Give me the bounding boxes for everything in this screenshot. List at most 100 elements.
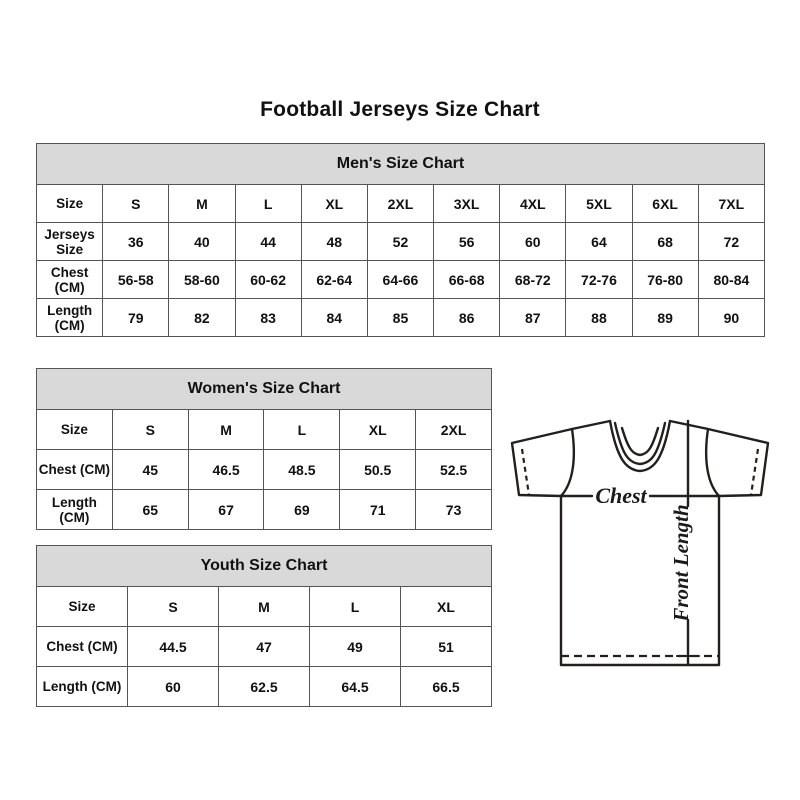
table-row: Chest (CM) 44.5 47 49 51 (36, 626, 492, 667)
womens-size-table: Women's Size Chart Size S M L XL 2XL Che… (36, 368, 492, 530)
table-row: Size S M L XL 2XL 3XL 4XL 5XL 6XL 7XL (35, 184, 766, 223)
table-cell: S (111, 409, 189, 450)
table-cell: 40 (168, 222, 236, 261)
table-cell: 72 (697, 222, 766, 261)
table-cell: 47 (218, 626, 310, 667)
table-cell: 44 (234, 222, 302, 261)
table-cell: 68 (631, 222, 699, 261)
table-cell: 62.5 (218, 666, 310, 707)
table-cell: 73 (415, 489, 492, 530)
table-cell: M (168, 184, 236, 223)
jersey-measurement-diagram: Chest Front Length (500, 390, 780, 680)
table-cell: 7XL (697, 184, 766, 223)
table-cell: 79 (102, 298, 170, 337)
table-cell: 86 (433, 298, 501, 337)
table-caption-row: Youth Size Chart (36, 545, 492, 587)
table-cell: L (309, 586, 401, 627)
table-cell: 49 (309, 626, 401, 667)
womens-table-caption: Women's Size Chart (36, 368, 492, 410)
row-label: Chest (CM) (35, 260, 104, 299)
table-cell: 64-66 (366, 260, 435, 299)
table-cell: 4XL (499, 184, 567, 223)
table-cell: L (263, 409, 341, 450)
table-cell: S (102, 184, 170, 223)
table-cell: 68-72 (499, 260, 567, 299)
table-cell: 3XL (433, 184, 501, 223)
table-cell: 2XL (366, 184, 435, 223)
table-caption-row: Women's Size Chart (36, 368, 492, 410)
table-cell: 46.5 (187, 449, 265, 490)
row-label: Size (36, 586, 128, 627)
table-cell: 82 (168, 298, 236, 337)
table-cell: 58-60 (168, 260, 236, 299)
table-row: Length (CM) 65 67 69 71 73 (36, 489, 492, 530)
table-cell: 56-58 (102, 260, 170, 299)
table-cell: 50.5 (339, 449, 417, 490)
table-row: Length (CM) 79 82 83 84 85 86 87 88 89 9… (35, 298, 766, 337)
table-cell: 72-76 (565, 260, 633, 299)
table-cell: 5XL (565, 184, 633, 223)
table-cell: S (127, 586, 219, 627)
table-cell: XL (300, 184, 368, 223)
mens-size-table: Men's Size Chart Size S M L XL 2XL 3XL 4… (35, 143, 766, 337)
table-row: Size S M L XL (36, 586, 492, 627)
table-cell: 80-84 (697, 260, 766, 299)
table-cell: 66.5 (400, 666, 492, 707)
row-label: Size (36, 409, 113, 450)
row-label: Length (CM) (36, 489, 113, 530)
table-caption-row: Men's Size Chart (36, 143, 765, 185)
row-label: Length (CM) (35, 298, 104, 337)
table-cell: 89 (631, 298, 699, 337)
table-cell: 85 (366, 298, 435, 337)
table-cell: 52.5 (415, 449, 492, 490)
table-cell: 64.5 (309, 666, 401, 707)
page-title: Football Jerseys Size Chart (260, 98, 540, 121)
table-cell: 51 (400, 626, 492, 667)
table-cell: 71 (339, 489, 417, 530)
table-cell: 44.5 (127, 626, 219, 667)
front-length-label: Front Length (669, 504, 693, 622)
left-cuff-dashed-line (520, 448, 531, 496)
table-cell: 84 (300, 298, 368, 337)
table-row: Jerseys Size 36 40 44 48 52 56 60 64 68 … (35, 222, 766, 261)
table-cell: M (218, 586, 310, 627)
mens-table-caption: Men's Size Chart (36, 143, 765, 185)
row-label: Chest (CM) (36, 626, 128, 667)
table-cell: 48.5 (263, 449, 341, 490)
table-cell: 2XL (415, 409, 492, 450)
table-cell: L (234, 184, 302, 223)
table-cell: XL (339, 409, 417, 450)
table-cell: 64 (565, 222, 633, 261)
table-cell: 76-80 (631, 260, 699, 299)
table-cell: M (187, 409, 265, 450)
table-cell: 83 (234, 298, 302, 337)
table-cell: 60 (127, 666, 219, 707)
youth-table-caption: Youth Size Chart (36, 545, 492, 587)
table-cell: 87 (499, 298, 567, 337)
table-row: Chest (CM) 56-58 58-60 60-62 62-64 64-66… (35, 260, 766, 299)
table-row: Length (CM) 60 62.5 64.5 66.5 (36, 666, 492, 707)
table-row: Size S M L XL 2XL (36, 409, 492, 450)
row-label: Jerseys Size (35, 222, 104, 261)
table-cell: 90 (697, 298, 766, 337)
right-cuff-dashed-line (749, 448, 760, 496)
table-cell: 88 (565, 298, 633, 337)
table-cell: 56 (433, 222, 501, 261)
table-cell: 6XL (631, 184, 699, 223)
table-cell: 66-68 (433, 260, 501, 299)
table-cell: 67 (187, 489, 265, 530)
youth-size-table: Youth Size Chart Size S M L XL Chest (CM… (36, 545, 492, 707)
table-cell: 45 (111, 449, 189, 490)
table-cell: 48 (300, 222, 368, 261)
table-cell: 60 (499, 222, 567, 261)
table-row: Chest (CM) 45 46.5 48.5 50.5 52.5 (36, 449, 492, 490)
table-cell: XL (400, 586, 492, 627)
table-cell: 65 (111, 489, 189, 530)
table-cell: 36 (102, 222, 170, 261)
row-label: Length (CM) (36, 666, 128, 707)
table-cell: 60-62 (234, 260, 302, 299)
table-cell: 69 (263, 489, 341, 530)
row-label: Size (35, 184, 104, 223)
table-cell: 62-64 (300, 260, 368, 299)
row-label: Chest (CM) (36, 449, 113, 490)
